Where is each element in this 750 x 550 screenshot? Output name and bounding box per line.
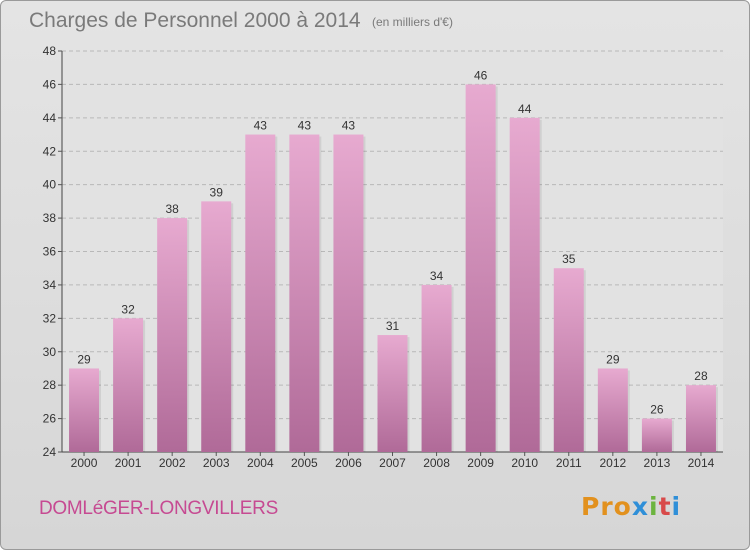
brand-letter: i — [671, 492, 682, 521]
data-label-2011: 35 — [562, 252, 576, 266]
brand-letter: x — [631, 492, 649, 521]
y-tick-label: 24 — [43, 445, 57, 459]
y-tick-label: 28 — [43, 378, 57, 392]
data-label-2006: 43 — [342, 119, 356, 133]
x-tick-label: 2002 — [159, 456, 186, 470]
x-tick-label: 2013 — [644, 456, 671, 470]
brand-letter: P — [581, 492, 601, 521]
chart-title: Charges de Personnel 2000 à 2014 — [29, 9, 361, 32]
data-label-2012: 29 — [606, 352, 620, 366]
data-label-2003: 39 — [210, 185, 224, 199]
y-tick-label: 40 — [43, 178, 57, 192]
y-tick-label: 38 — [43, 211, 57, 225]
brand-letter: o — [613, 492, 632, 521]
x-tick-label: 2010 — [511, 456, 538, 470]
bar-2001 — [113, 318, 144, 452]
data-label-2014: 28 — [694, 369, 708, 383]
brand-letter: t — [658, 492, 672, 521]
data-label-2002: 38 — [165, 202, 179, 216]
bar-2008 — [421, 284, 452, 452]
y-axis-ticks: 24 26 28 30 32 34 36 38 40 42 44 46 48 — [43, 44, 62, 459]
brand-letter: i — [649, 492, 659, 521]
x-axis-ticks: 2000 2001 2002 2003 2004 2005 2006 2007 2008 2009… — [71, 452, 715, 470]
y-tick-label: 46 — [43, 77, 57, 91]
x-tick-label: 2006 — [335, 456, 362, 470]
proxiti-logo[interactable]: Proxiti — [581, 489, 681, 525]
y-tick-label: 48 — [43, 44, 57, 58]
bar-2006 — [333, 134, 364, 452]
y-tick-label: 34 — [43, 278, 57, 292]
bar-2012 — [597, 368, 628, 452]
x-tick-label: 2012 — [599, 456, 626, 470]
bar-2010 — [509, 117, 540, 452]
x-tick-label: 2008 — [423, 456, 450, 470]
x-tick-label: 2007 — [379, 456, 406, 470]
bar-2000 — [69, 368, 100, 452]
x-tick-label: 2014 — [688, 456, 715, 470]
bar-2002 — [157, 218, 188, 452]
y-tick-label: 30 — [43, 345, 57, 359]
data-label-2008: 34 — [430, 269, 444, 283]
bar-2013 — [641, 418, 672, 452]
brand-letter: r — [600, 492, 614, 521]
y-tick-label: 36 — [43, 245, 57, 259]
bar-2009 — [465, 84, 496, 453]
data-label-2001: 32 — [121, 302, 135, 316]
data-label-2004: 43 — [254, 119, 268, 133]
bar-2004 — [245, 134, 276, 452]
y-tick-label: 26 — [43, 412, 57, 426]
x-tick-label: 2000 — [71, 456, 98, 470]
bar-2014 — [685, 385, 716, 452]
data-label-2007: 31 — [386, 319, 400, 333]
y-tick-label: 42 — [43, 144, 57, 158]
x-tick-label: 2004 — [247, 456, 274, 470]
bar-2003 — [201, 201, 232, 452]
bar-2005 — [289, 134, 320, 452]
data-label-2010: 44 — [518, 102, 532, 116]
x-tick-label: 2005 — [291, 456, 318, 470]
y-tick-label: 44 — [43, 111, 57, 125]
x-tick-label: 2011 — [556, 456, 582, 470]
bars — [69, 84, 718, 453]
bar-2011 — [553, 268, 584, 452]
data-label-2000: 29 — [77, 352, 91, 366]
data-label-2009: 46 — [474, 68, 488, 82]
x-tick-label: 2001 — [115, 456, 142, 470]
chart-unit-subtitle: (en milliers d'€) — [372, 15, 453, 29]
data-label-2013: 26 — [650, 403, 664, 417]
y-tick-label: 32 — [43, 311, 57, 325]
x-tick-label: 2009 — [467, 456, 494, 470]
data-label-2005: 43 — [298, 119, 312, 133]
commune-name: DOMLéGER-LONGVILLERS — [39, 498, 278, 519]
bar-2007 — [377, 335, 408, 452]
x-tick-label: 2003 — [203, 456, 230, 470]
data-labels: 29 32 38 39 43 43 43 31 34 46 44 35 29 26 28 — [77, 68, 708, 416]
